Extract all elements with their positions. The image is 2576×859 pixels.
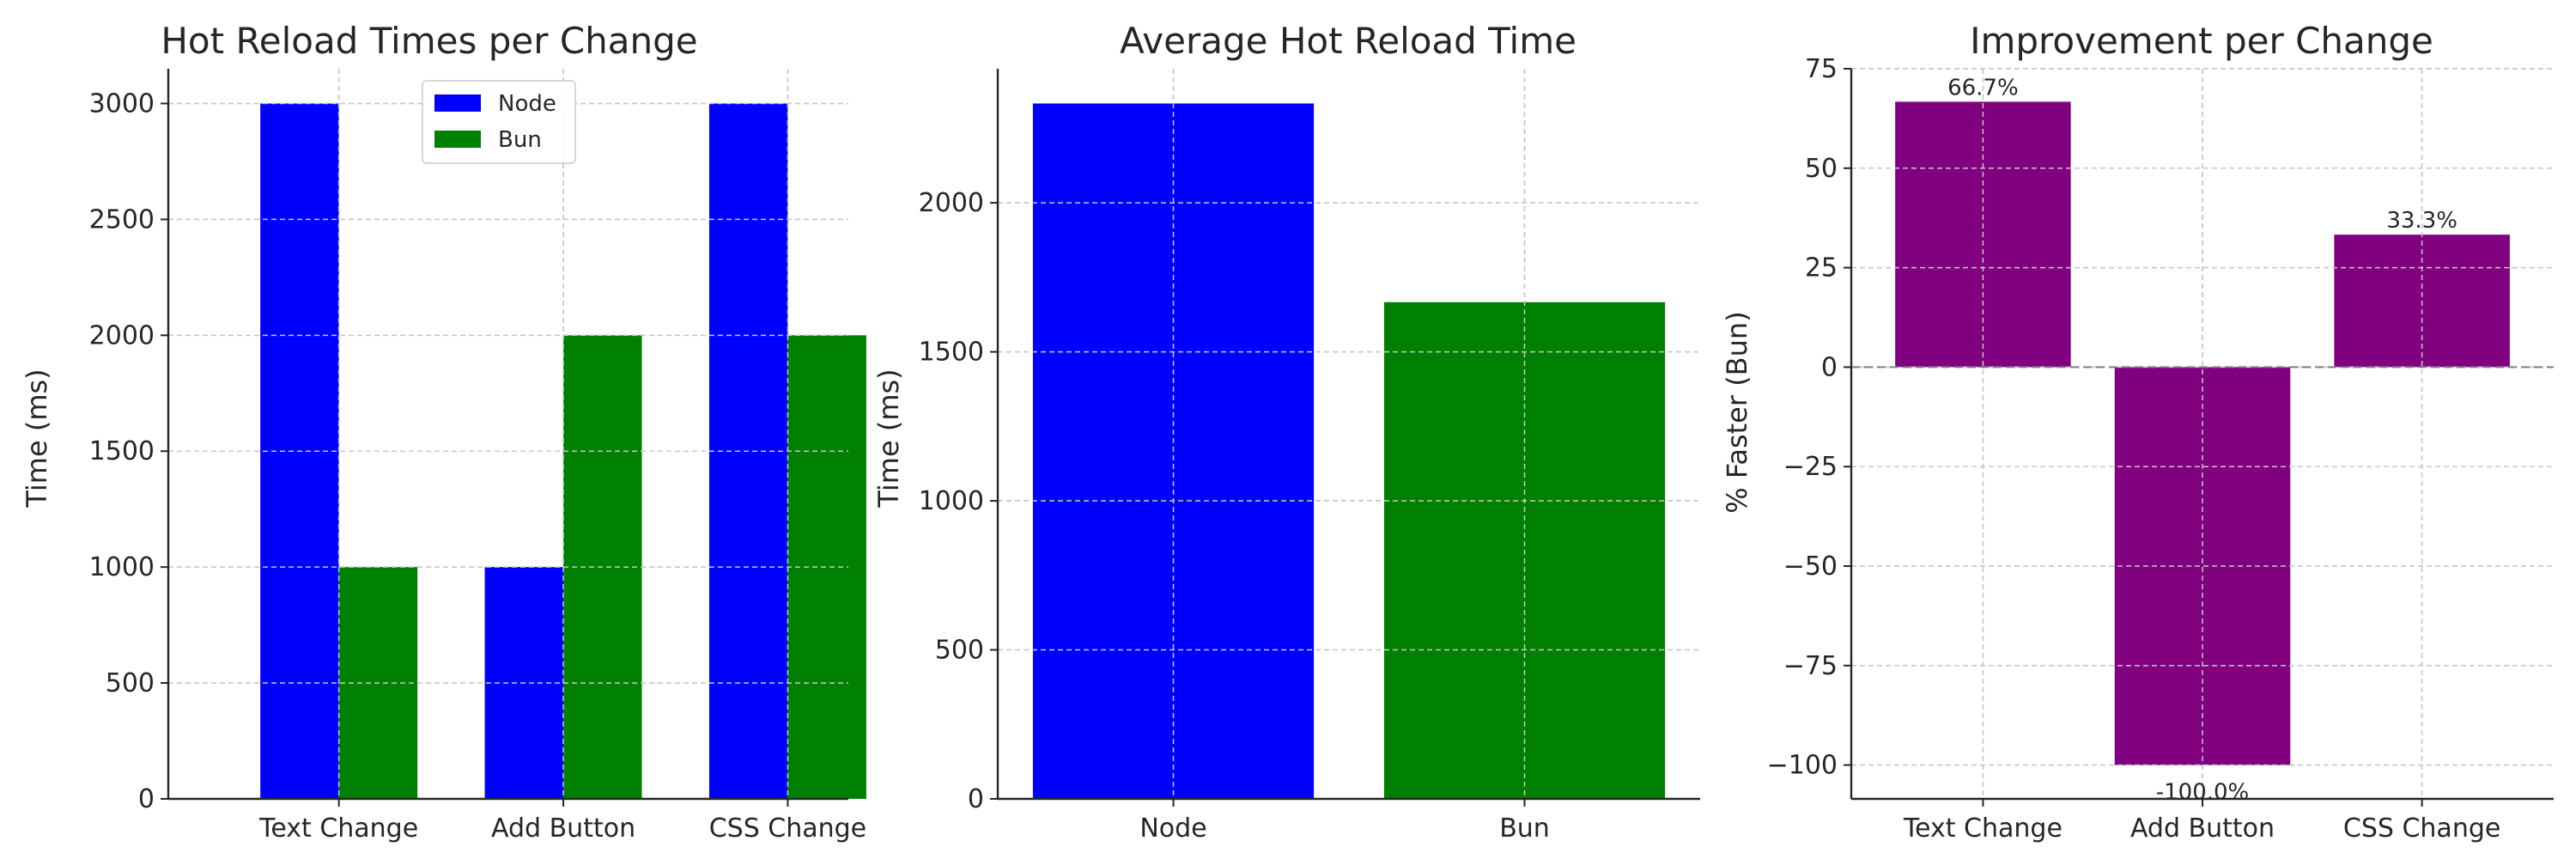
legend-swatch (434, 131, 481, 148)
legend: Node Bun (422, 80, 576, 164)
chart-title: Improvement per Change (1970, 20, 2433, 62)
y-tick-label: 2500 (89, 204, 155, 235)
x-tick-label: Text Change (1903, 813, 2063, 844)
data-label: 66.7% (1947, 75, 2019, 101)
x-tick-label: Add Button (491, 813, 635, 844)
y-tick-label: 25 (1805, 253, 1838, 283)
y-tick-label: 500 (935, 636, 984, 666)
y-tick-label: 0 (1821, 352, 1838, 382)
y-tick-label: 0 (968, 784, 984, 814)
bar-bun-3 (787, 335, 866, 799)
y-axis-label: Time (ms) (872, 369, 905, 508)
y-tick-label: −50 (1783, 551, 1838, 582)
y-axis-label: % Faster (Bun) (1721, 311, 1753, 513)
x-tick-label: CSS Change (709, 813, 866, 844)
y-tick-label: 3000 (89, 88, 155, 119)
x-tick-label: Node (1139, 813, 1206, 844)
chart-title: Average Hot Reload Time (1120, 20, 1577, 62)
y-tick-label: −25 (1783, 452, 1838, 482)
chart-title: Hot Reload Times per Change (161, 20, 697, 62)
y-tick-label: −75 (1783, 651, 1838, 681)
y-tick-label: 1000 (919, 486, 984, 516)
y-tick-label: 1500 (89, 436, 155, 466)
chart-hot-reload-times-per-change: Hot Reload Times per Change Time (ms) 0 5… (21, 20, 866, 844)
chart-average-hot-reload-time: Average Hot Reload Time Time (ms) 0 500 10… (872, 20, 1700, 844)
data-label: 33.3% (2386, 208, 2458, 234)
x-tick-label: CSS Change (2343, 813, 2500, 844)
legend-swatch (434, 94, 481, 112)
legend-label: Node (498, 91, 556, 117)
y-axis-label: Time (ms) (21, 369, 53, 508)
y-tick-label: −100 (1767, 751, 1838, 781)
y-tick-label: 0 (138, 784, 155, 814)
data-label: -100.0% (2156, 780, 2250, 806)
y-tick-label: 1000 (89, 552, 155, 582)
x-tick-label: Add Button (2130, 813, 2275, 844)
chart-improvement-per-change: Improvement per Change % Faster (Bun) −1… (1721, 20, 2554, 844)
x-tick-label: Bun (1499, 813, 1550, 844)
x-tick-label: Text Change (258, 813, 418, 844)
y-tick-label: 1500 (919, 338, 984, 368)
legend-label: Bun (498, 127, 542, 153)
y-tick-label: 2000 (89, 320, 155, 350)
y-tick-label: 2000 (919, 188, 984, 218)
y-tick-label: 500 (106, 668, 155, 698)
y-tick-label: 50 (1805, 154, 1838, 184)
y-tick-label: 75 (1805, 54, 1838, 84)
